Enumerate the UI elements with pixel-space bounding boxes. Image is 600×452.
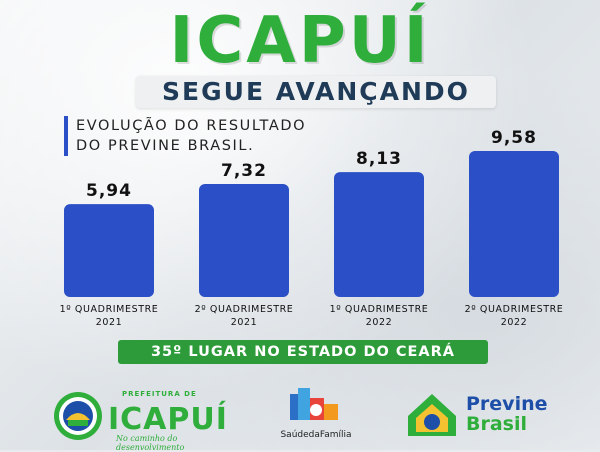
footer-logos: PREFEITURA DE ICAPUÍ No caminho do desen… <box>0 378 600 452</box>
chart-description: EVOLUÇÃO DO RESULTADO DO PREVINE BRASIL. <box>64 116 306 156</box>
x-tick-label-2-line-2: 2021 <box>231 317 258 328</box>
previne-text: Previne <box>466 393 548 415</box>
description-line-2: DO PREVINE BRASIL. <box>76 138 255 154</box>
icapui-logo: PREFEITURA DE ICAPUÍ No caminho do desen… <box>52 384 242 452</box>
bar-2 <box>199 184 289 297</box>
x-tick-label-4-line-1: 2º QUADRIMESTRE <box>465 304 564 315</box>
bar-value-label-1: 5,94 <box>86 181 132 201</box>
bar-value-label-3: 8,13 <box>356 149 402 169</box>
description-line-1: EVOLUÇÃO DO RESULTADO <box>76 118 307 134</box>
brasil-text: Brasil <box>466 413 528 435</box>
icapui-logo-text: ICAPUÍ <box>108 402 228 437</box>
x-tick-label-4-line-2: 2022 <box>501 317 528 328</box>
x-tick-label-1-line-2: 2021 <box>96 317 123 328</box>
bar-value-label-2: 7,32 <box>221 161 267 181</box>
icapui-slogan: No caminho do desenvolvimento <box>116 434 185 452</box>
bar-value-label-4: 9,58 <box>491 128 537 148</box>
saude-da-familia-logo: SaúdedaFamília <box>268 386 364 446</box>
page-title: ICAPUÍ <box>169 4 431 78</box>
x-tick-label-3-line-1: 1º QUADRIMESTRE <box>330 304 429 315</box>
icapui-seal-icon <box>54 392 102 440</box>
saude-da-familia-text: SaúdedaFamília <box>280 430 352 440</box>
x-tick-label-3-line-2: 2022 <box>366 317 393 328</box>
page-subtitle: SEGUE AVANÇANDO <box>162 77 470 106</box>
x-tick-label-1-line-1: 1º QUADRIMESTRE <box>60 304 159 315</box>
prefeitura-label: PREFEITURA DE <box>122 390 197 398</box>
previne-house-icon <box>408 394 456 436</box>
saude-familia-icon <box>290 388 338 420</box>
x-tick-label-2-line-1: 2º QUADRIMESTRE <box>195 304 294 315</box>
previne-brasil-logo: Previne Brasil <box>402 386 562 446</box>
subtitle-banner <box>136 76 496 108</box>
ranking-badge: 35º LUGAR NO ESTADO DO CEARÁ <box>118 340 488 364</box>
bar-3 <box>334 172 424 297</box>
bar-4 <box>469 150 559 297</box>
bar-chart: 5,94 1º QUADRIMESTRE 2021 7,32 2º QUADRIMEST… <box>60 128 564 328</box>
bar-1 <box>64 204 154 297</box>
